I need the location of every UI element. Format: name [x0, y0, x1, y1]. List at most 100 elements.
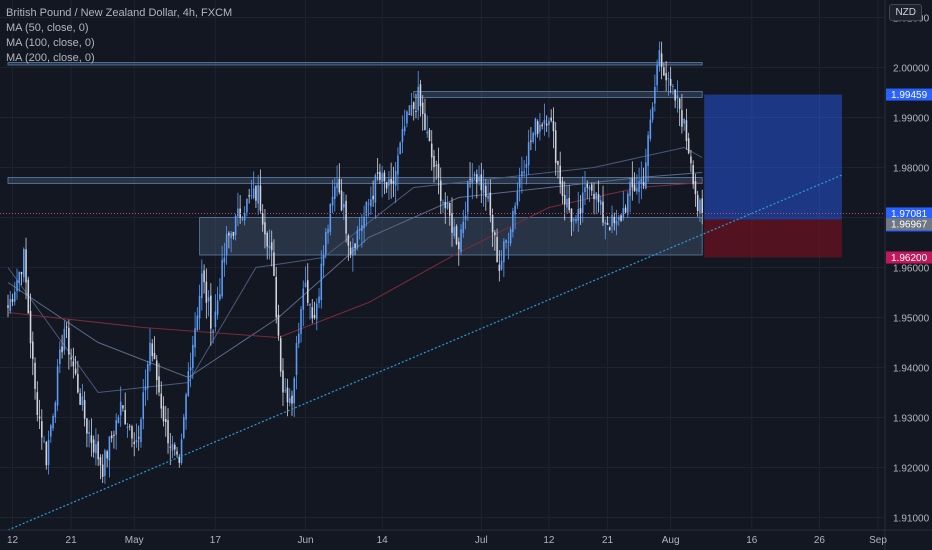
candle-body [588, 186, 591, 190]
indicator-ma100[interactable]: MA (100, close, 0) [6, 37, 95, 49]
candle [160, 381, 163, 419]
candle [699, 197, 701, 222]
candle-body [629, 182, 631, 196]
candle [151, 339, 154, 362]
candle [388, 171, 390, 201]
candle [142, 378, 145, 430]
candle [106, 449, 108, 468]
price-tick-label: 1.91000 [893, 514, 930, 525]
candle-body [496, 237, 498, 263]
price-label-text: 1.99459 [891, 90, 928, 101]
candle-body [241, 218, 244, 220]
candle [61, 334, 63, 359]
candle [665, 61, 667, 92]
candle [631, 161, 634, 201]
candle [176, 447, 178, 458]
candle [514, 202, 516, 230]
candle [701, 189, 703, 225]
candle-body [291, 395, 293, 404]
candle [494, 230, 496, 251]
candle [577, 191, 580, 232]
candle [192, 336, 194, 380]
candle-body [327, 229, 329, 234]
candle-body [448, 202, 451, 216]
candle-body [442, 202, 444, 204]
candle [532, 131, 534, 144]
candle-body [99, 457, 102, 466]
candle [581, 176, 584, 223]
candle-body [674, 89, 676, 101]
candle [264, 208, 266, 249]
candle [128, 423, 131, 431]
candle [36, 381, 39, 422]
candle [216, 286, 219, 320]
candle-body [270, 242, 273, 251]
price-tick-label: 1.93000 [893, 414, 930, 425]
candle-body [494, 232, 496, 236]
candle [331, 179, 334, 214]
candle-body [205, 281, 208, 303]
candle [124, 392, 126, 425]
candle [318, 288, 320, 308]
candle-body [498, 264, 501, 272]
candle-body [234, 215, 237, 236]
candle-body [74, 368, 77, 374]
candle [374, 173, 377, 219]
candle [119, 386, 122, 427]
candle [482, 169, 485, 207]
candle-body [654, 86, 656, 104]
candle-body [185, 394, 187, 420]
candle [117, 414, 120, 424]
candle-body [162, 406, 165, 422]
indicator-ma50[interactable]: MA (50, close, 0) [6, 22, 89, 34]
position-stop-area [704, 219, 842, 258]
candle-body [595, 192, 598, 200]
candle [530, 127, 532, 151]
candle [232, 231, 235, 240]
candle-body [81, 396, 84, 406]
candle-body [261, 213, 264, 225]
candle [25, 237, 27, 300]
candle-body [320, 263, 323, 300]
candle-body [228, 232, 230, 236]
position-target-area [704, 94, 842, 220]
symbol-title[interactable]: British Pound / New Zealand Dollar, 4h, … [6, 7, 233, 19]
candle [683, 118, 685, 131]
candle [99, 454, 102, 480]
candle [615, 209, 618, 236]
candle [291, 390, 293, 416]
candle-body [201, 273, 203, 299]
candle [108, 436, 111, 478]
candle-body [651, 106, 654, 120]
candle-body [699, 199, 701, 214]
candle [270, 230, 273, 267]
candle-body [259, 185, 262, 211]
candle [602, 185, 604, 226]
candle [552, 107, 555, 149]
candle-body [54, 402, 57, 418]
candle-body [68, 327, 70, 355]
candle-body [669, 78, 672, 86]
candle-body [214, 311, 217, 328]
candle [660, 41, 663, 80]
trendline [7, 174, 843, 531]
candle [92, 435, 95, 458]
candle [16, 268, 18, 300]
candle-body [539, 124, 541, 132]
candle-body [667, 77, 670, 79]
candle [70, 348, 72, 367]
candle [489, 179, 492, 223]
candle [527, 129, 530, 176]
candle-body [437, 163, 440, 178]
indicator-ma200[interactable]: MA (200, close, 0) [6, 52, 95, 64]
candle-body [59, 349, 61, 364]
candle [219, 278, 221, 301]
candle-body [196, 315, 199, 331]
candle [545, 115, 548, 132]
candle [97, 434, 99, 467]
candle-body [225, 234, 228, 256]
candle-body [473, 174, 476, 177]
price-tick-label: 1.95000 [893, 314, 930, 325]
currency-badge[interactable]: NZD [889, 4, 922, 21]
